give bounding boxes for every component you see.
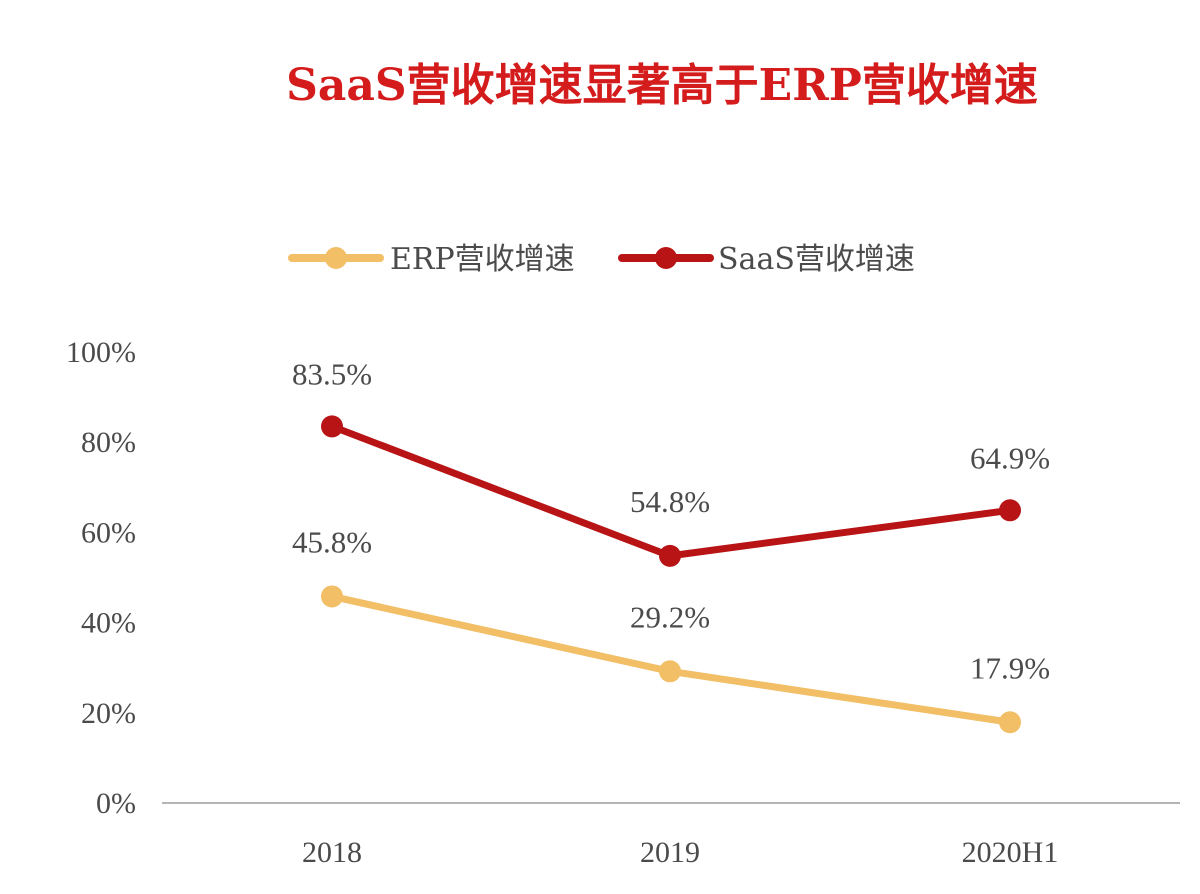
data-label-erp: 45.8% [292, 524, 372, 559]
legend-marker-erp [325, 247, 347, 269]
y-tick-label: 0% [96, 787, 136, 820]
data-label-erp: 29.2% [630, 599, 710, 634]
x-axis: 2018 2019 2020H1 [302, 836, 1058, 869]
series-erp: 45.8% 29.2% 17.9% [292, 524, 1050, 734]
series-saas: 83.5% 54.8% 64.9% [292, 356, 1050, 567]
data-point-erp [321, 585, 343, 608]
data-point-erp [659, 660, 681, 683]
legend-item-saas: SaaS营收增速 [618, 242, 915, 277]
y-axis: 0% 20% 40% 60% 80% 100% [66, 336, 136, 820]
x-tick-label: 2018 [302, 836, 362, 869]
data-label-saas: 54.8% [630, 484, 710, 519]
legend: ERP营收增速 SaaS营收增速 [288, 242, 915, 277]
y-tick-label: 100% [66, 336, 136, 369]
x-tick-label: 2020H1 [962, 836, 1059, 869]
data-point-saas [321, 415, 343, 438]
data-point-saas [659, 544, 681, 567]
data-point-saas [999, 499, 1021, 522]
legend-marker-saas [655, 247, 677, 269]
plot-area: 45.8% 29.2% 17.9% 83.5% 54.8% 64.9% [292, 356, 1050, 734]
data-point-erp [999, 711, 1021, 734]
data-label-erp: 17.9% [970, 650, 1050, 685]
data-label-saas: 83.5% [292, 356, 372, 391]
x-tick-label: 2019 [640, 836, 700, 869]
chart-title: SaaS营收增速显著高于ERP营收增速 [286, 60, 1038, 111]
y-tick-label: 20% [81, 697, 136, 730]
legend-item-erp: ERP营收增速 [288, 242, 575, 277]
legend-label-saas: SaaS营收增速 [718, 242, 915, 277]
legend-label-erp: ERP营收增速 [390, 242, 575, 277]
data-label-saas: 64.9% [970, 440, 1050, 475]
y-tick-label: 60% [81, 516, 136, 549]
y-tick-label: 80% [81, 426, 136, 459]
y-tick-label: 40% [81, 607, 136, 640]
